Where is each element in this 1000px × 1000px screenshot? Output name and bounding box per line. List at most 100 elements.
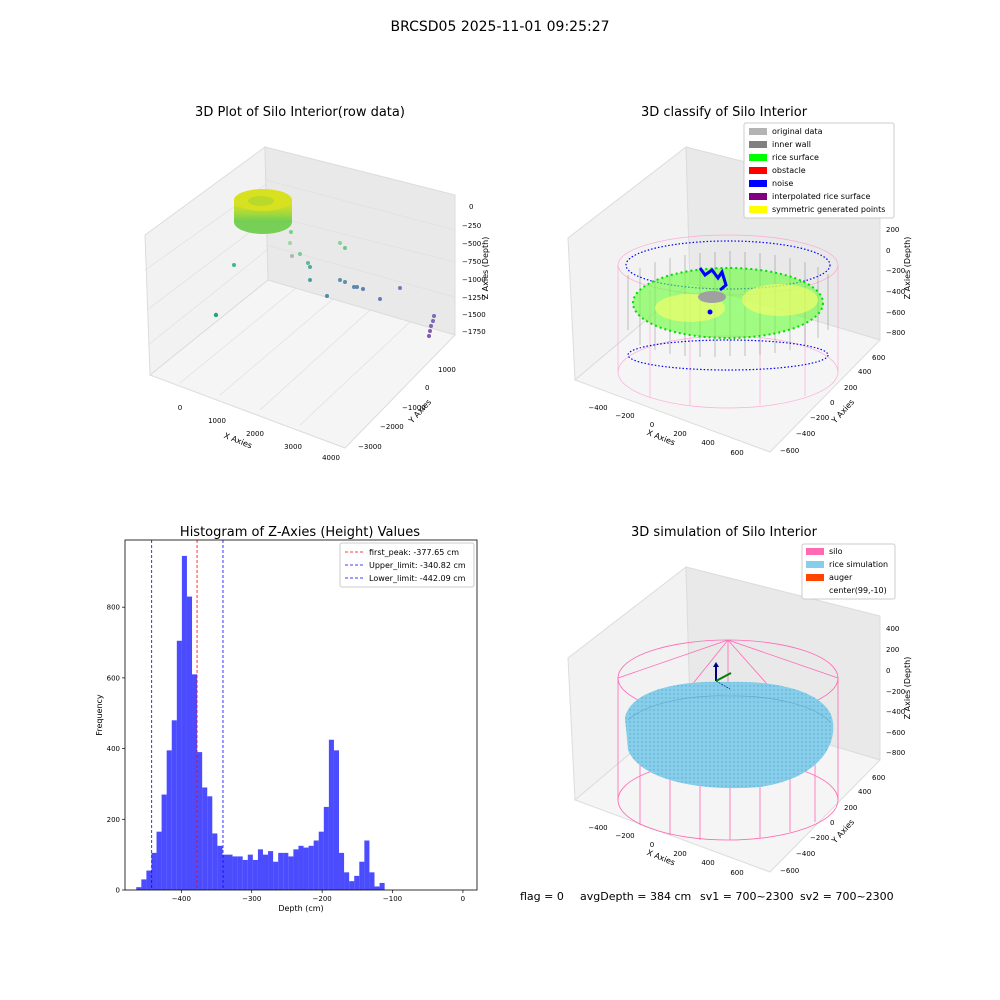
raw-scatter-points <box>213 230 436 338</box>
histogram-bar <box>333 750 340 890</box>
histogram-xtick-label: −400 <box>172 895 191 903</box>
histogram-bar <box>247 854 253 890</box>
histogram-x-ticks: −400 −300 −200 −100 0 <box>172 890 465 903</box>
simulation-auger-arrow <box>713 662 719 667</box>
simulation-ztick: 200 <box>886 646 899 654</box>
classify-x-ticks: −400 −200 0 200 400 600 <box>588 404 743 457</box>
simulation-ytick: 400 <box>858 788 871 796</box>
histogram-bar <box>379 882 385 890</box>
legend-label: interpolated rice surface <box>772 192 870 201</box>
classify-symmetric-patch-right <box>742 284 818 316</box>
raw-grid <box>144 179 456 426</box>
histogram-bar <box>176 640 182 890</box>
classify-zlabel: Z Axies (Depth) <box>903 237 912 300</box>
classify-xtick: 200 <box>673 430 686 438</box>
classify-3d-panel: 3D classify of Silo Interior <box>567 105 912 457</box>
classify-panel-title: 3D classify of Silo Interior <box>641 105 808 120</box>
histogram-bar <box>166 750 172 890</box>
legend-label: auger <box>829 573 853 582</box>
classify-rice-surface-edge <box>632 267 824 339</box>
simulation-xtick: −200 <box>615 832 634 840</box>
classify-ztick: 0 <box>886 247 890 255</box>
simulation-xtick: 0 <box>650 841 654 849</box>
classify-ytick: 0 <box>830 399 834 407</box>
simulation-ytick: 200 <box>844 804 857 812</box>
histogram-bar <box>328 739 334 890</box>
legend-swatch <box>806 574 824 581</box>
simulation-ztick: −200 <box>886 688 905 696</box>
histogram-xtick-label: 0 <box>461 895 465 903</box>
histogram-bar <box>298 845 304 890</box>
histogram-bar <box>197 752 203 890</box>
histogram-bar <box>293 849 299 890</box>
raw-ztick: 0 <box>469 203 473 211</box>
simulation-y-ticks: 600 400 200 0 −200 −400 −600 <box>780 774 885 875</box>
figure-title: BRCSD05 2025-11-01 09:25:27 <box>390 19 609 35</box>
simulation-xtick: 600 <box>730 869 743 877</box>
histogram-bar <box>237 856 243 890</box>
histogram-panel: Histogram of Z-Axies (Height) Values −40… <box>95 525 478 913</box>
classify-ytick: 400 <box>858 368 871 376</box>
histogram-bar <box>192 674 198 890</box>
legend-label: center(99,-10) <box>829 586 887 595</box>
simulation-rice-body <box>625 681 834 789</box>
avg-depth-text: avgDepth = 384 cm <box>580 890 691 903</box>
histogram-bar <box>323 806 329 890</box>
classify-xtick: 600 <box>730 449 743 457</box>
histogram-bar <box>207 796 213 890</box>
classify-xtick: −400 <box>588 404 607 412</box>
legend-label: silo <box>829 547 843 556</box>
raw-xtick: 0 <box>178 404 182 412</box>
classify-xtick: 400 <box>701 439 714 447</box>
simulation-ztick: 0 <box>886 667 890 675</box>
raw-xtick: 1000 <box>208 417 226 425</box>
histogram-ylabel: Frequency <box>95 694 104 736</box>
histogram-xtick-label: −200 <box>313 895 332 903</box>
legend-swatch <box>749 154 767 161</box>
histogram-bar <box>278 852 284 890</box>
legend-swatch <box>749 128 767 135</box>
histogram-y-ticks: 0 200 400 600 800 <box>107 604 125 895</box>
classify-xtick: 0 <box>650 421 654 429</box>
simulation-ytick: −600 <box>780 867 799 875</box>
histogram-bar <box>313 840 319 890</box>
histogram-ytick-label: 600 <box>107 674 120 682</box>
legend-label: original data <box>772 127 823 136</box>
histogram-bar <box>257 849 263 890</box>
raw-ztick: −1000 <box>462 276 486 284</box>
histogram-legend: first_peak: -377.65 cm Upper_limit: -340… <box>339 542 475 588</box>
histogram-frame <box>124 539 478 891</box>
raw-zlabel: Z Axies (Depth) <box>481 237 490 300</box>
histogram-bar <box>339 852 345 890</box>
histogram-bar <box>252 859 258 890</box>
simulation-3d-panel: 3D simulation of Silo Interior <box>567 525 912 877</box>
simulation-ytick: −200 <box>810 834 829 842</box>
raw-ztick: −1250 <box>462 294 486 302</box>
histogram-bar <box>151 852 157 890</box>
simulation-xtick: 200 <box>673 850 686 858</box>
histogram-ytick-label: 400 <box>107 745 120 753</box>
raw-ytick: 1000 <box>438 366 456 374</box>
histogram-bar <box>303 847 309 890</box>
histogram-bar <box>141 879 147 890</box>
raw-ztick: −1750 <box>462 328 486 336</box>
legend-label: first_peak: -377.65 cm <box>369 548 459 557</box>
flag-text: flag = 0 <box>520 890 564 903</box>
classify-noise-cluster <box>698 267 728 292</box>
sv2-text: sv2 = 700~2300 <box>800 890 894 903</box>
histogram-bar <box>232 856 238 890</box>
histogram-bar <box>318 831 324 890</box>
legend-swatch <box>749 180 767 187</box>
simulation-auger-x <box>715 680 731 690</box>
histogram-bar <box>217 845 223 890</box>
footer-stats: flag = 0 avgDepth = 384 cm sv1 = 700~230… <box>520 890 894 903</box>
histogram-bar <box>369 872 375 890</box>
raw-xtick: 4000 <box>322 454 340 462</box>
raw-ytick: −3000 <box>358 443 382 451</box>
simulation-x-ticks: −400 −200 0 200 400 600 <box>588 824 743 877</box>
histogram-bar <box>212 833 218 890</box>
legend-label: rice surface <box>772 153 819 162</box>
histogram-bar <box>308 845 314 890</box>
sv1-text: sv1 = 700~2300 <box>700 890 794 903</box>
legend-label: inner wall <box>772 140 811 149</box>
